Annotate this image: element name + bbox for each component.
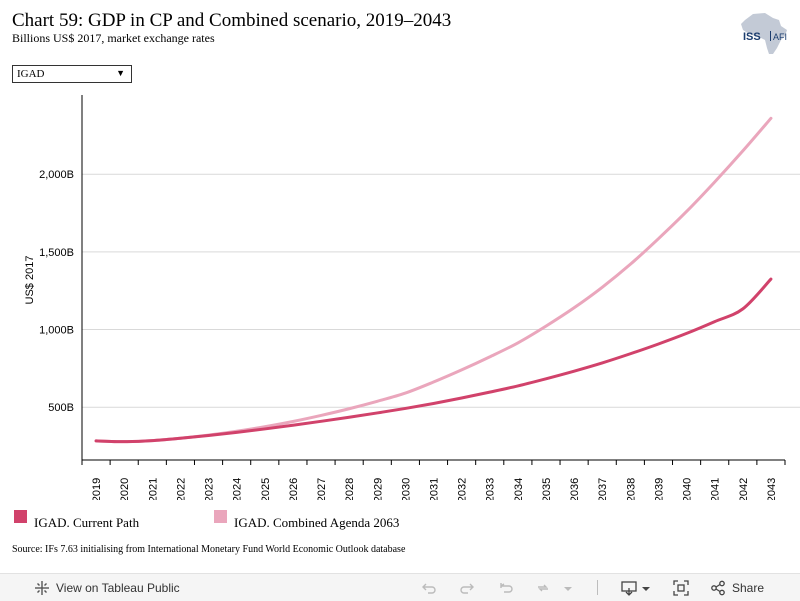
undo-icon[interactable] bbox=[420, 579, 438, 597]
axes: 500B 1,000B 1,500B 2,000B 2019 2020 2021 2022 20… bbox=[39, 95, 786, 500]
legend-swatch-current-path bbox=[14, 510, 27, 523]
y-tick-label: 500B bbox=[48, 402, 74, 414]
legend-label-current-path: IGAD. Current Path bbox=[34, 515, 140, 530]
x-tick-label: 2041 bbox=[710, 478, 722, 500]
y-tick-label: 1,500B bbox=[39, 247, 74, 259]
y-tick-label: 2,000B bbox=[39, 169, 74, 181]
chart-title: Chart 59: GDP in CP and Combined scenari… bbox=[12, 10, 452, 31]
x-tick-label: 2022 bbox=[175, 478, 187, 500]
logo-text-afi: AFI bbox=[773, 32, 787, 42]
revert-icon[interactable] bbox=[497, 579, 515, 597]
tableau-toolbar: View on Tableau Public Share bbox=[0, 573, 800, 601]
africa-map-icon: ISS AFI bbox=[741, 13, 787, 54]
series-lines bbox=[94, 116, 773, 444]
download-menu-chevron-icon[interactable] bbox=[640, 579, 652, 597]
x-tick-label: 2034 bbox=[513, 478, 525, 500]
region-filter-value: IGAD bbox=[17, 68, 45, 80]
legend-label-combined-agenda: IGAD. Combined Agenda 2063 bbox=[234, 515, 400, 530]
x-tick-label: 2019 bbox=[91, 478, 103, 500]
x-tick-label: 2027 bbox=[316, 478, 328, 500]
series-line-combined-agenda bbox=[94, 116, 773, 444]
x-tick-label: 2039 bbox=[653, 478, 665, 500]
redo-icon[interactable] bbox=[458, 579, 476, 597]
gdp-line-chart: 500B 1,000B 1,500B 2,000B 2019 2020 2021 2022 20… bbox=[24, 95, 800, 500]
tableau-logo-icon bbox=[35, 581, 49, 595]
refresh-menu-chevron-icon[interactable] bbox=[562, 579, 574, 597]
source-note: Source: IFs 7.63 initialising from Inter… bbox=[12, 544, 406, 555]
x-tick-label: 2031 bbox=[429, 478, 441, 500]
legend-swatch-combined-agenda bbox=[214, 510, 227, 523]
x-tick-label: 2043 bbox=[766, 478, 778, 500]
toolbar-divider bbox=[597, 580, 598, 595]
x-tick-label: 2040 bbox=[682, 478, 694, 500]
y-axis-label: US$ 2017 bbox=[24, 256, 36, 305]
x-tick-label: 2024 bbox=[232, 478, 244, 500]
y-tick-label: 1,000B bbox=[39, 325, 74, 337]
x-tick-label: 2023 bbox=[204, 478, 216, 500]
x-tick-label: 2037 bbox=[597, 478, 609, 500]
x-tick-label: 2025 bbox=[260, 478, 272, 500]
share-button[interactable]: Share bbox=[710, 579, 780, 597]
x-tick-label: 2032 bbox=[457, 478, 469, 500]
fullscreen-icon[interactable] bbox=[672, 579, 690, 597]
x-tick-label: 2026 bbox=[288, 478, 300, 500]
series-line-current-path bbox=[94, 277, 773, 444]
download-icon[interactable] bbox=[620, 579, 638, 597]
share-label: Share bbox=[732, 581, 765, 595]
x-tick-label: 2021 bbox=[147, 478, 159, 500]
view-on-tableau-button[interactable]: View on Tableau Public bbox=[34, 579, 194, 597]
x-tick-label: 2028 bbox=[344, 478, 356, 500]
refresh-icon[interactable] bbox=[534, 579, 552, 597]
grid-lines bbox=[82, 173, 800, 408]
iss-afi-logo: ISS AFI bbox=[735, 10, 795, 56]
x-tick-label: 2029 bbox=[372, 478, 384, 500]
share-icon bbox=[711, 580, 725, 596]
x-tick-label: 2036 bbox=[569, 478, 581, 500]
x-tick-label: 2033 bbox=[485, 478, 497, 500]
logo-text-iss: ISS bbox=[743, 31, 761, 43]
x-tick-label: 2035 bbox=[541, 478, 553, 500]
x-tick-label: 2038 bbox=[625, 478, 637, 500]
chevron-down-icon: ▼ bbox=[116, 68, 125, 78]
x-tick-label: 2030 bbox=[400, 478, 412, 500]
chart-subtitle: Billions US$ 2017, market exchange rates bbox=[12, 31, 215, 45]
x-tick-label: 2020 bbox=[119, 478, 131, 500]
view-on-tableau-label: View on Tableau Public bbox=[56, 581, 180, 595]
x-tick-label: 2042 bbox=[738, 478, 750, 500]
region-filter-dropdown[interactable]: IGAD ▼ bbox=[12, 65, 132, 83]
